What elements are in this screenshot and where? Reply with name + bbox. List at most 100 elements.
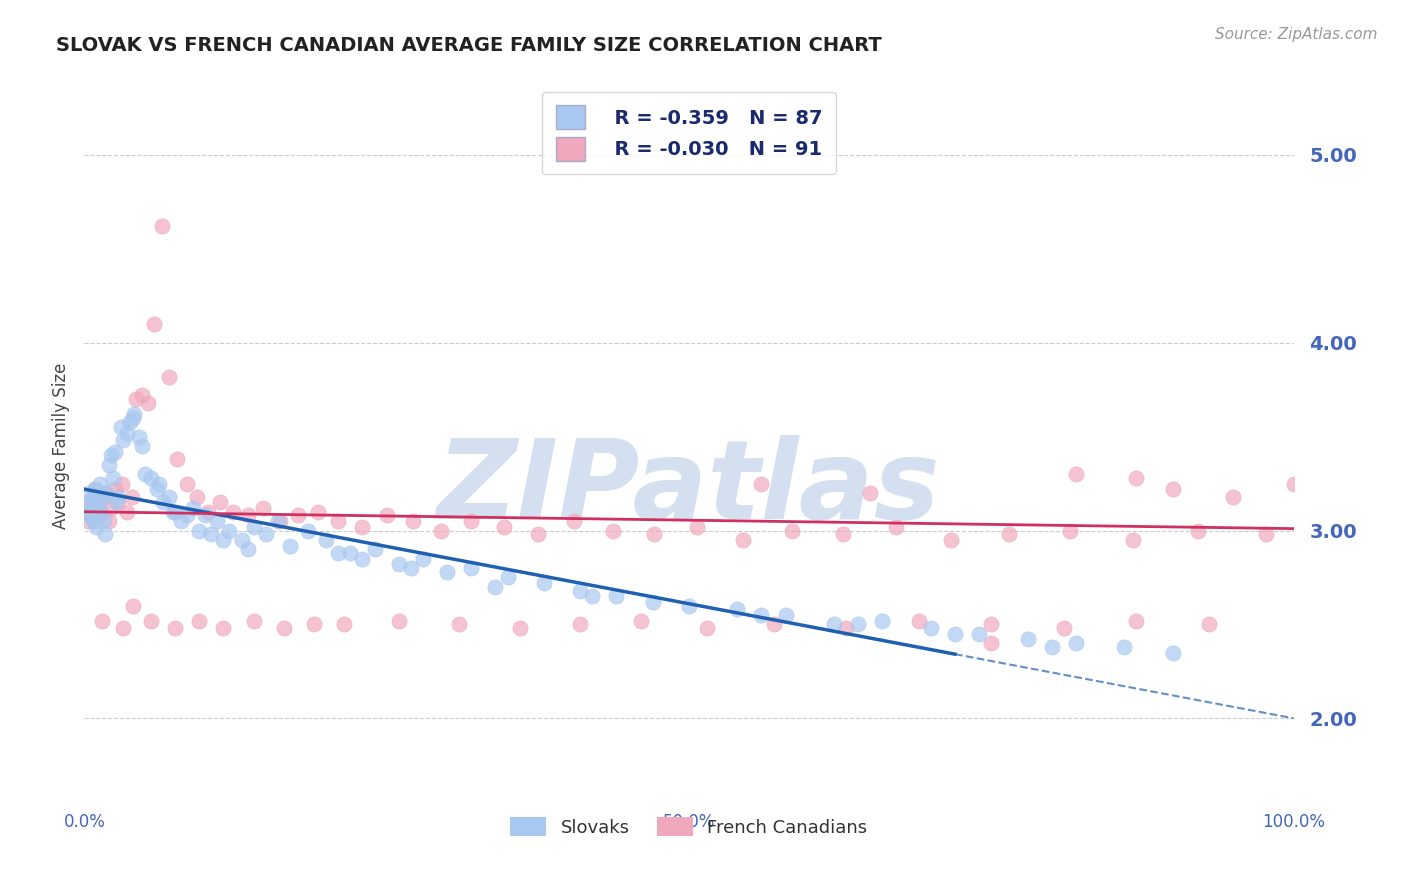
Point <box>780 524 803 538</box>
Point <box>83 514 105 528</box>
Point <box>121 599 143 613</box>
Point <box>77 508 100 523</box>
Point <box>363 542 385 557</box>
Point <box>76 500 98 515</box>
Point <box>87 508 110 523</box>
Point <box>107 490 129 504</box>
Point <box>492 520 515 534</box>
Point <box>103 471 125 485</box>
Point <box>254 527 277 541</box>
Point <box>94 486 117 500</box>
Point <box>484 580 506 594</box>
Point <box>115 505 138 519</box>
Point <box>980 636 1002 650</box>
Point <box>315 533 337 547</box>
Point <box>197 505 219 519</box>
Point <box>86 520 108 534</box>
Point <box>82 514 104 528</box>
Point <box>920 621 942 635</box>
Point <box>194 508 217 523</box>
Point <box>269 514 291 528</box>
Point <box>1254 527 1277 541</box>
Point <box>83 490 105 504</box>
Point <box>128 429 150 443</box>
Point <box>302 617 325 632</box>
Point <box>943 627 966 641</box>
Point <box>605 589 627 603</box>
Point <box>725 602 748 616</box>
Point <box>1161 482 1184 496</box>
Point <box>762 617 785 632</box>
Point <box>859 486 882 500</box>
Point <box>112 434 135 448</box>
Point <box>1161 646 1184 660</box>
Point <box>121 410 143 425</box>
Point <box>200 527 222 541</box>
Point <box>236 508 259 523</box>
Point <box>1053 621 1076 635</box>
Point <box>831 527 853 541</box>
Point <box>602 524 624 538</box>
Point <box>460 514 482 528</box>
Point <box>980 617 1002 632</box>
Point <box>93 490 115 504</box>
Point <box>278 539 301 553</box>
Point <box>138 396 160 410</box>
Point <box>79 495 101 509</box>
Point <box>1064 636 1087 650</box>
Point <box>1040 640 1063 654</box>
Point <box>751 476 773 491</box>
Point <box>84 482 107 496</box>
Point <box>998 527 1021 541</box>
Y-axis label: Average Family Size: Average Family Size <box>52 363 70 529</box>
Point <box>131 439 153 453</box>
Point <box>509 621 531 635</box>
Point <box>242 520 264 534</box>
Point <box>449 617 471 632</box>
Point <box>907 614 929 628</box>
Point <box>125 392 148 406</box>
Point <box>436 565 458 579</box>
Point <box>236 542 259 557</box>
Point <box>872 614 894 628</box>
Point <box>846 617 869 632</box>
Point <box>581 589 603 603</box>
Point <box>218 524 240 538</box>
Point <box>165 505 187 519</box>
Legend: Slovaks, French Canadians: Slovaks, French Canadians <box>503 809 875 844</box>
Point <box>460 561 482 575</box>
Point <box>1125 471 1147 485</box>
Point <box>188 614 211 628</box>
Point <box>569 583 592 598</box>
Point <box>208 495 231 509</box>
Point <box>111 476 134 491</box>
Point <box>212 621 235 635</box>
Point <box>1282 476 1305 491</box>
Point <box>751 607 773 622</box>
Point <box>375 508 398 523</box>
Point <box>91 614 114 628</box>
Point <box>94 527 117 541</box>
Point <box>252 500 274 515</box>
Point <box>146 482 169 496</box>
Point <box>166 452 188 467</box>
Point <box>823 617 845 632</box>
Point <box>527 527 550 541</box>
Point <box>388 558 411 572</box>
Point <box>150 219 173 234</box>
Point <box>77 514 100 528</box>
Point <box>170 514 193 528</box>
Point <box>104 495 127 509</box>
Point <box>641 595 664 609</box>
Point <box>399 561 422 575</box>
Point <box>696 621 718 635</box>
Point <box>630 614 652 628</box>
Point <box>686 520 709 534</box>
Point <box>1187 524 1209 538</box>
Point <box>297 524 319 538</box>
Point <box>89 476 111 491</box>
Point <box>90 505 112 519</box>
Point <box>273 621 295 635</box>
Point <box>121 490 143 504</box>
Point <box>148 476 170 491</box>
